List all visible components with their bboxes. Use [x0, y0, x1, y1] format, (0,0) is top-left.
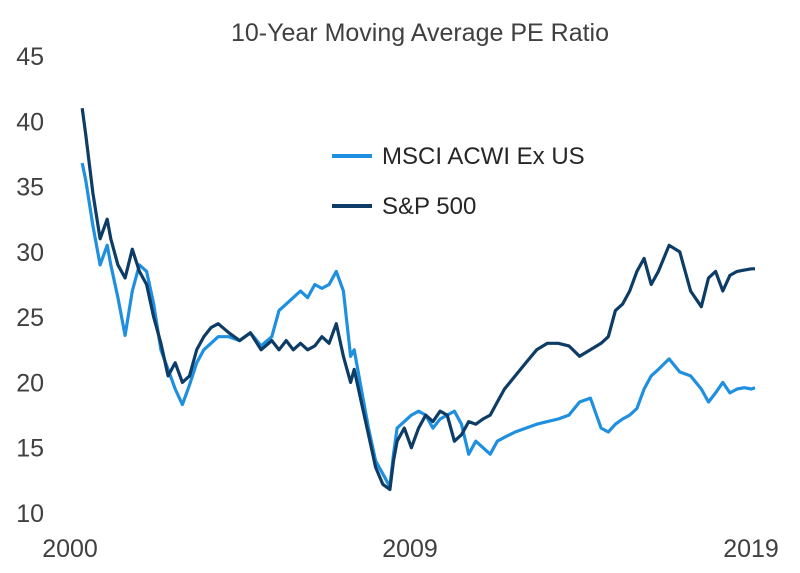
- legend: MSCI ACWI Ex US S&P 500: [332, 143, 585, 220]
- chart-title: 10-Year Moving Average PE Ratio: [231, 19, 609, 47]
- y-tick-label: 10: [16, 500, 44, 528]
- y-tick-label: 45: [16, 43, 44, 71]
- y-tick-label: 35: [16, 174, 44, 202]
- x-tick-label: 2019: [723, 535, 779, 563]
- series-line-sp500: [80, 107, 755, 492]
- y-axis-ticks: 10 15 20 25 30 35 40 45: [16, 43, 44, 528]
- y-tick-label: 25: [16, 304, 44, 332]
- y-tick-label: 15: [16, 435, 44, 463]
- legend-label-msci-acwi-ex-us: MSCI ACWI Ex US: [382, 143, 585, 170]
- x-axis-ticks: 2000 2009 2019: [42, 535, 779, 563]
- x-tick-label: 2000: [42, 535, 98, 563]
- y-tick-label: 30: [16, 239, 44, 267]
- x-tick-label: 2009: [382, 535, 438, 563]
- plot-area: [80, 107, 756, 492]
- legend-label-sp500: S&P 500: [382, 193, 476, 220]
- y-tick-label: 40: [16, 108, 44, 136]
- series-line-msci-acwi-ex-us: [80, 162, 756, 489]
- y-tick-label: 20: [16, 369, 44, 397]
